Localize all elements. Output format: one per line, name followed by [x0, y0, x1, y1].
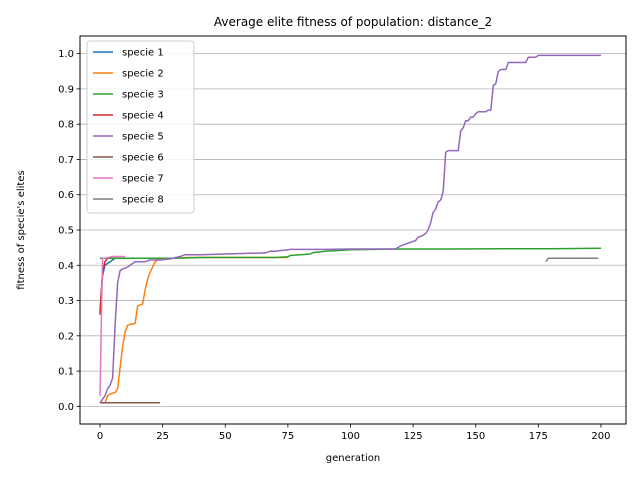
legend-label: specie 1: [122, 48, 164, 59]
series-line-8: [545, 257, 599, 263]
legend: specie 1 specie 2 specie 3 specie 4 specie 5…: [86, 40, 195, 214]
legend-label: specie 5: [122, 132, 164, 143]
legend-label: specie 6: [122, 153, 164, 164]
x-tick-label: 75: [282, 431, 295, 442]
y-tick-label: 0.8: [58, 120, 74, 131]
axis-ticks: 0.0 0.1 0.2 0.3 0.4 0.5 0.6 0.7 0.8 0.9 1.0 0 25 50 75…: [58, 49, 610, 442]
legend-label: specie 3: [122, 90, 164, 101]
y-tick-label: 1.0: [58, 49, 74, 60]
y-axis-label: fitness of specie's elites: [16, 170, 27, 289]
y-tick-label: 0.3: [58, 296, 74, 307]
legend-label: specie 2: [122, 69, 164, 80]
y-tick-label: 0.7: [58, 155, 74, 166]
x-tick-label: 0: [97, 431, 103, 442]
series-line-2: [100, 256, 288, 404]
x-tick-label: 125: [404, 431, 423, 442]
series-line-3: [100, 247, 602, 259]
chart-title: Average elite fitness of population: dis…: [214, 15, 492, 29]
series-line-5: [99, 54, 601, 404]
x-tick-label: 150: [466, 431, 485, 442]
x-tick-label: 175: [529, 431, 548, 442]
y-tick-label: 0.4: [58, 261, 74, 272]
y-tick-label: 0.2: [58, 331, 74, 342]
legend-label: specie 4: [122, 111, 164, 122]
y-tick-label: 0.9: [58, 84, 74, 95]
legend-label: specie 8: [122, 195, 164, 206]
series-line-7: [99, 255, 126, 396]
x-axis-label: generation: [326, 453, 380, 464]
y-tick-label: 0.0: [58, 402, 74, 413]
x-tick-label: 25: [156, 431, 169, 442]
series-lines: [99, 54, 602, 404]
legend-box: [86, 40, 195, 214]
x-tick-label: 50: [219, 431, 232, 442]
y-tick-label: 0.6: [58, 190, 74, 201]
y-tick-label: 0.1: [58, 367, 74, 378]
legend-label: specie 7: [122, 174, 164, 185]
y-tick-label: 0.5: [58, 226, 74, 237]
x-tick-label: 100: [341, 431, 360, 442]
x-tick-label: 200: [591, 431, 610, 442]
